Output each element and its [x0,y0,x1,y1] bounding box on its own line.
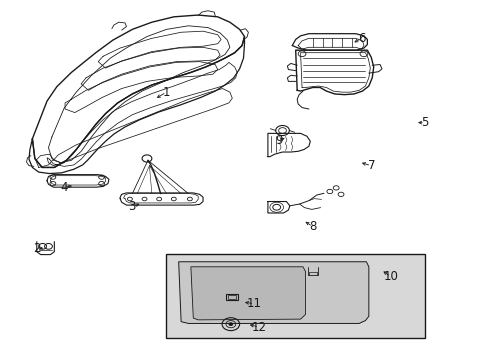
Text: 12: 12 [251,320,266,333]
Text: 6: 6 [357,32,365,45]
Text: 2: 2 [34,242,41,255]
Bar [227,295,236,299]
Text: 1: 1 [163,86,170,99]
Text: 11: 11 [246,297,261,310]
Polygon shape [190,267,305,320]
Text: 5: 5 [420,116,427,129]
Polygon shape [165,253,424,338]
Text: 9: 9 [274,134,282,147]
Polygon shape [178,262,368,323]
Circle shape [228,323,232,325]
Text: 8: 8 [308,220,316,233]
Text: 10: 10 [383,270,397,283]
Bar [225,294,238,300]
Text: 7: 7 [367,159,374,172]
Text: 3: 3 [128,201,136,213]
Text: 4: 4 [60,181,68,194]
